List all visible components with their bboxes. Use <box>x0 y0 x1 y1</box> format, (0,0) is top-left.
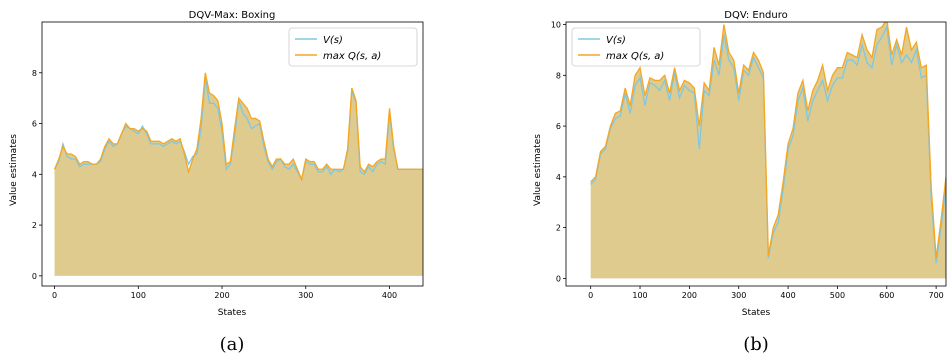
chart-b-area-fill <box>590 22 946 279</box>
chart-b-xtick-label-400: 400 <box>780 291 795 300</box>
chart-b-xlabel: States <box>742 308 771 318</box>
chart-a-legend-label-q: max Q(s, a) <box>323 51 381 62</box>
chart-b-xtick-label-200: 200 <box>682 291 697 300</box>
chart-a-xtick-label-100: 100 <box>131 291 146 300</box>
chart-a-legend: V(s) max Q(s, a) <box>288 27 418 67</box>
chart-b-legend-box <box>571 27 701 67</box>
chart-a-ytick-label-0: 0 <box>32 272 37 281</box>
chart-a-xtick-label-300: 300 <box>298 291 313 300</box>
chart-b-ytick-label-0: 0 <box>556 274 561 283</box>
chart-b-legend: V(s) max Q(s, a) <box>571 27 701 67</box>
chart-b-title: DQV: Enduro <box>724 10 788 21</box>
chart-b: DQV: Enduro States Value estimates 0 100 2… <box>533 10 947 318</box>
chart-a-frame <box>41 21 424 287</box>
chart-a-ytick-label-4: 4 <box>32 170 37 179</box>
chart-b-ytick-label-6: 6 <box>556 122 561 131</box>
chart-b-series-q <box>590 22 946 259</box>
chart-b-frame <box>565 21 947 287</box>
chart-b-xtick-label-100: 100 <box>632 291 647 300</box>
chart-b-xtick-label-0: 0 <box>588 291 593 300</box>
chart-a-plot: 0 100 200 300 400 0 2 4 6 8 V(s) max Q(s, a) <box>32 21 424 300</box>
chart-a: DQV-Max: Boxing States Value estimates 0… <box>9 10 424 318</box>
chart-b-ytick-label-10: 10 <box>551 21 561 30</box>
caption-a: (a) <box>220 334 245 355</box>
caption-b: (b) <box>743 334 769 355</box>
chart-a-xtick-label-200: 200 <box>214 291 229 300</box>
chart-a-legend-box <box>288 27 418 67</box>
chart-b-xtick-label-500: 500 <box>830 291 845 300</box>
chart-b-ylabel: Value estimates <box>533 134 543 206</box>
chart-a-ytick-label-2: 2 <box>32 221 37 230</box>
chart-a-ylabel: Value estimates <box>9 134 19 206</box>
chart-a-legend-label-v: V(s) <box>323 35 343 46</box>
chart-a-ytick-label-8: 8 <box>32 69 37 78</box>
chart-a-title: DQV-Max: Boxing <box>189 10 276 21</box>
chart-a-ytick-label-6: 6 <box>32 120 37 129</box>
chart-b-ytick-label-8: 8 <box>556 71 561 80</box>
chart-a-xtick-label-0: 0 <box>52 291 57 300</box>
chart-b-plot: 0 100 200 300 400 500 600 700 0 2 4 6 8 10 V(s) max Q(s… <box>551 21 947 300</box>
chart-b-ytick-label-4: 4 <box>556 173 561 182</box>
chart-b-xtick-label-300: 300 <box>731 291 746 300</box>
chart-b-data-layer <box>590 22 946 279</box>
chart-a-area-fill <box>54 72 423 276</box>
chart-b-ytick-label-2: 2 <box>556 224 561 233</box>
chart-a-xlabel: States <box>218 308 247 318</box>
chart-b-series-v <box>590 24 946 264</box>
chart-b-xtick-label-600: 600 <box>879 291 894 300</box>
chart-b-legend-label-q: max Q(s, a) <box>606 51 664 62</box>
chart-a-xtick-label-400: 400 <box>382 291 397 300</box>
chart-a-series-q <box>53 72 423 182</box>
chart-b-xtick-label-700: 700 <box>928 291 943 300</box>
chart-a-data-layer <box>53 72 423 276</box>
chart-b-legend-label-v: V(s) <box>606 35 626 46</box>
